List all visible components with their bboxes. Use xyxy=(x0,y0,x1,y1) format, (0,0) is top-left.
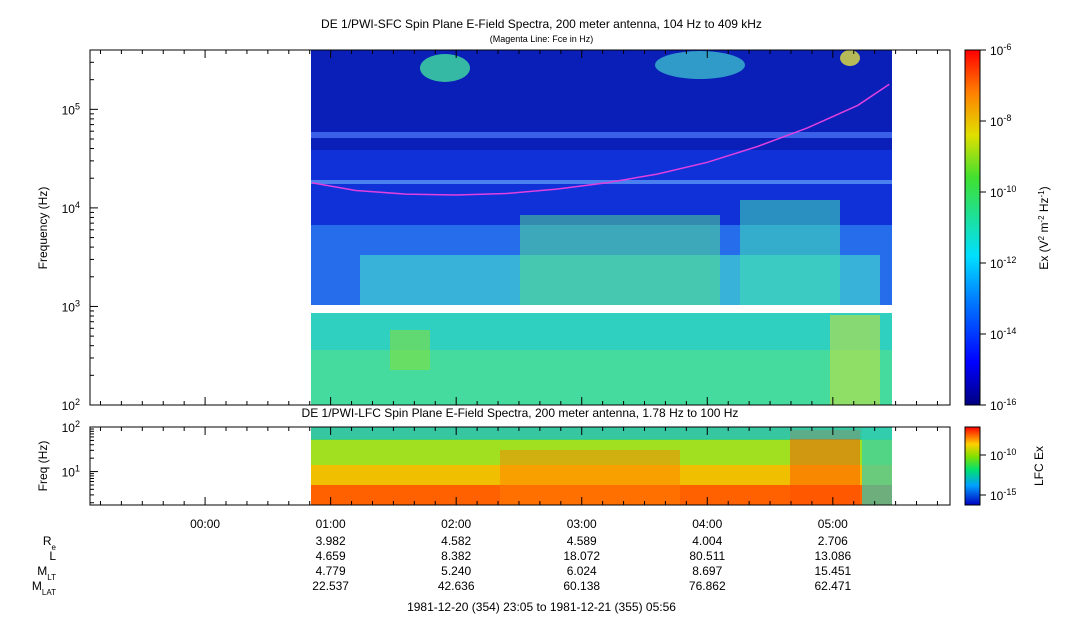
ephemeris-value: 4.659 xyxy=(316,549,346,563)
ephemeris-value: 80.511 xyxy=(689,549,725,563)
ephemeris-value: 62.471 xyxy=(814,579,851,593)
ephemeris-value: 13.086 xyxy=(814,549,851,563)
sfc-colorbar-ticks: 10-6 10-8 10-10 10-12 10-14 10-16 xyxy=(980,42,1016,413)
sfc-colorbar-tick-label: 10-14 xyxy=(990,326,1016,342)
ephemeris-value: 60.138 xyxy=(563,579,600,593)
sfc-spectrogram xyxy=(311,50,892,405)
sfc-y-tick-label: 102 xyxy=(62,397,80,413)
ephemeris-row-label: MLT xyxy=(37,564,56,582)
ephemeris-value: 76.862 xyxy=(689,579,726,593)
ephemeris-value: 18.072 xyxy=(563,549,600,563)
sfc-y-axis: 102 103 104 105 xyxy=(62,49,98,413)
sfc-y-axis-label: Frequency (Hz) xyxy=(36,187,50,270)
ephemeris-value: 42.636 xyxy=(438,579,475,593)
x-tick-label: 04:00 xyxy=(692,517,722,531)
lfc-y-tick-label: 102 xyxy=(62,419,80,435)
ephemeris-value: 4.779 xyxy=(316,564,346,578)
x-tick-label: 00:00 xyxy=(190,517,220,531)
ephemeris-value: 4.582 xyxy=(441,534,471,548)
time-x-axis: 00:00 01:00 02:00 03:00 04:00 05:00 xyxy=(99,50,938,531)
sfc-colorbar xyxy=(964,49,981,406)
sfc-colorbar-tick-label: 10-10 xyxy=(990,184,1016,200)
x-tick-label: 03:00 xyxy=(567,517,597,531)
ephemeris-row-label: Re xyxy=(43,534,57,552)
x-tick-label: 05:00 xyxy=(818,517,848,531)
ephemeris-value: 3.982 xyxy=(316,534,346,548)
lfc-spectrogram xyxy=(311,427,892,505)
lfc-y-axis: 101 102 xyxy=(62,419,98,504)
sfc-plot-frame xyxy=(89,49,951,406)
time-range-footer: 1981-12-20 (354) 23:05 to 1981-12-21 (35… xyxy=(407,600,676,614)
sfc-colorbar-tick-label: 10-16 xyxy=(990,397,1016,413)
x-tick-label: 02:00 xyxy=(441,517,471,531)
ephemeris-value: 2.706 xyxy=(818,534,848,548)
sfc-colorbar-tick-label: 10-12 xyxy=(990,255,1016,271)
ephemeris-value: 8.382 xyxy=(441,549,471,563)
ephemeris-value: 8.697 xyxy=(692,564,722,578)
fce-line xyxy=(311,83,890,196)
lfc-colorbar-label: LFC Ex xyxy=(1032,446,1046,486)
ephemeris-value: 22.537 xyxy=(312,579,349,593)
sfc-chart-title: DE 1/PWI-SFC Spin Plane E-Field Spectra,… xyxy=(321,17,762,31)
sfc-y-tick-label: 103 xyxy=(62,298,80,314)
lfc-colorbar-tick-label: 10-10 xyxy=(990,447,1016,463)
ephemeris-value: 6.024 xyxy=(567,564,597,578)
ephemeris-row-label: L xyxy=(49,549,56,563)
ephemeris-table: Re 3.982 4.582 4.589 4.004 2.706 L 4.659 8.382 18… xyxy=(32,534,852,597)
sfc-colorbar-tick-label: 10-8 xyxy=(990,113,1011,129)
x-tick-label: 01:00 xyxy=(316,517,346,531)
lfc-colorbar xyxy=(964,426,981,506)
ephemeris-value: 4.589 xyxy=(567,534,597,548)
lfc-y-axis-label: Freq (Hz) xyxy=(36,441,50,492)
sfc-colorbar-tick-label: 10-6 xyxy=(990,42,1011,58)
sfc-y-tick-label: 105 xyxy=(62,101,80,117)
ephemeris-value: 4.004 xyxy=(692,534,722,548)
lfc-plot-frame xyxy=(89,426,951,506)
ephemeris-value: 5.240 xyxy=(441,564,471,578)
sfc-y-tick-label: 104 xyxy=(62,200,80,216)
ephemeris-value: 15.451 xyxy=(814,564,851,578)
sfc-chart-subtitle: (Magenta Line: Fce in Hz) xyxy=(489,34,594,44)
lfc-chart-title: DE 1/PWI-LFC Spin Plane E-Field Spectra,… xyxy=(301,406,739,420)
lfc-colorbar-ticks: 10-10 10-15 xyxy=(980,447,1016,503)
sfc-colorbar-label: Ex (V2 m-2 Hz-1) xyxy=(1037,186,1052,269)
lfc-colorbar-tick-label: 10-15 xyxy=(990,487,1016,503)
lfc-y-tick-label: 101 xyxy=(62,464,80,480)
ephemeris-row-label: MLAT xyxy=(32,579,56,597)
